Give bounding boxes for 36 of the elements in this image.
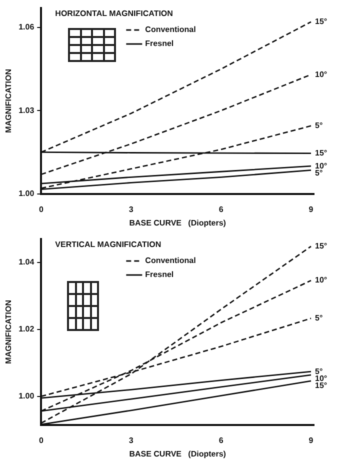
x-tick-label: 0 — [38, 204, 44, 214]
series-label: 5° — [315, 121, 323, 130]
x-tick-label: 6 — [218, 436, 224, 445]
y-tick-label: 1.04 — [18, 258, 35, 267]
series-label: 10° — [315, 161, 328, 170]
series-label: 10° — [315, 374, 328, 383]
y-axis-title: MAGNIFICATION — [4, 300, 14, 364]
x-tick-label: 3 — [128, 204, 134, 214]
y-tick-label: 1.00 — [18, 392, 35, 401]
chart-title: VERTICAL MAGNIFICATION — [55, 240, 162, 250]
y-axis-title: MAGNIFICATION — [4, 68, 14, 133]
series-label: 15° — [315, 148, 328, 158]
series-label: 5° — [315, 168, 323, 178]
series-label: 10° — [315, 70, 328, 79]
annotation: Fresnel — [145, 270, 174, 280]
x-tick-label: 0 — [38, 436, 44, 445]
series-label: 15° — [315, 17, 328, 26]
series-label: 5° — [315, 314, 323, 323]
y-tick-label: 1.00 — [18, 189, 35, 198]
x-tick-label: 6 — [218, 204, 224, 214]
chart-title: HORIZONTAL MAGNIFICATION — [55, 9, 174, 18]
series-label: 5° — [315, 366, 323, 376]
y-tick-label: 1.02 — [18, 324, 35, 334]
x-axis-title: BASE CURVE (Diopters) — [129, 218, 226, 228]
annotation: Conventional — [145, 25, 196, 34]
x-tick-label: 3 — [128, 436, 134, 445]
y-tick-label: 1.06 — [18, 22, 35, 32]
series-label: 15° — [315, 242, 328, 251]
series-label: 15° — [315, 380, 328, 390]
y-tick-label: 1.03 — [18, 106, 35, 115]
annotation: Conventional — [145, 256, 196, 266]
x-axis-title: BASE CURVE (Diopters) — [129, 449, 226, 458]
x-tick-label: 9 — [308, 436, 314, 445]
annotation: Fresnel — [145, 39, 174, 48]
x-tick-label: 9 — [308, 204, 314, 214]
series-label: 10° — [315, 276, 328, 285]
